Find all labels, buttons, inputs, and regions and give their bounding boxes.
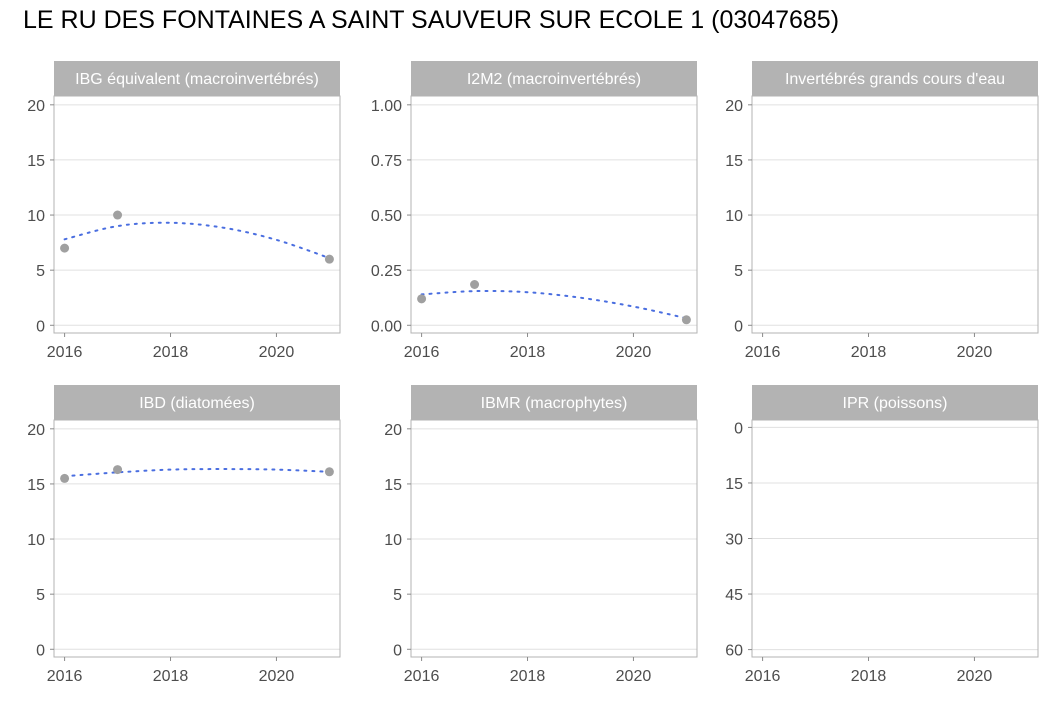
page-title: LE RU DES FONTAINES A SAINT SAUVEUR SUR … bbox=[23, 6, 840, 34]
x-tick-label: 2018 bbox=[851, 344, 887, 361]
y-tick-label: 0.50 bbox=[371, 208, 402, 225]
y-tick-label: 0.75 bbox=[371, 153, 402, 170]
y-tick-label: 20 bbox=[725, 98, 743, 115]
x-tick-label: 2016 bbox=[404, 344, 440, 361]
panel-title: Invertébrés grands cours d'eau bbox=[785, 71, 1005, 88]
y-tick-label: 0.25 bbox=[371, 263, 402, 280]
panel-strip bbox=[752, 61, 1038, 96]
x-tick-label: 2020 bbox=[259, 668, 295, 685]
panel-border bbox=[410, 95, 698, 334]
y-tick-label: 5 bbox=[734, 263, 743, 280]
y-tick-label: 15 bbox=[27, 477, 45, 494]
panel-title: IBD (diatomées) bbox=[139, 395, 255, 412]
panel-strip bbox=[54, 61, 340, 96]
panel-strip bbox=[411, 61, 697, 96]
x-tick-label: 2018 bbox=[510, 344, 546, 361]
y-tick-label: 20 bbox=[27, 98, 45, 115]
y-tick-label: 0 bbox=[734, 318, 743, 335]
panel-2: I2M2 (macroinvertébrés) 0.00 0.25 0.50 0.75 1… bbox=[371, 61, 698, 361]
data-point bbox=[324, 467, 334, 477]
panel-border bbox=[410, 419, 698, 658]
data-point bbox=[417, 294, 427, 304]
panel-1: IBG équivalent (macroinvertébrés) 0 5 10 15 2… bbox=[27, 61, 341, 361]
trend-line bbox=[63, 221, 331, 260]
x-tick-label: 2016 bbox=[745, 344, 781, 361]
y-tick-label: 0 bbox=[36, 642, 45, 659]
panel-strip bbox=[54, 385, 340, 420]
y-tick-label: 30 bbox=[725, 532, 743, 549]
y-tick-label: 10 bbox=[384, 532, 402, 549]
y-tick-label: 5 bbox=[36, 587, 45, 604]
y-tick-label: 5 bbox=[393, 587, 402, 604]
y-tick-label: 15 bbox=[27, 153, 45, 170]
data-point bbox=[113, 210, 123, 220]
x-tick-label: 2016 bbox=[47, 668, 83, 685]
panel-strip bbox=[752, 385, 1038, 420]
panel-strip bbox=[411, 385, 697, 420]
x-tick-label: 2020 bbox=[616, 668, 652, 685]
y-tick-label: 20 bbox=[27, 422, 45, 439]
y-tick-label: 15 bbox=[725, 476, 743, 493]
panel-4: IBD (diatomées) 0 5 10 15 20 2016 2018 2020 bbox=[27, 385, 341, 685]
y-tick-label: 0 bbox=[36, 318, 45, 335]
x-tick-label: 2020 bbox=[616, 344, 652, 361]
y-tick-label: 10 bbox=[27, 532, 45, 549]
panel-title: I2M2 (macroinvertébrés) bbox=[467, 71, 641, 88]
x-tick-label: 2020 bbox=[957, 668, 993, 685]
y-tick-label: 10 bbox=[27, 208, 45, 225]
y-tick-label: 15 bbox=[725, 153, 743, 170]
x-tick-label: 2018 bbox=[510, 668, 546, 685]
y-tick-label: 5 bbox=[36, 263, 45, 280]
panel-border bbox=[53, 95, 341, 334]
data-point bbox=[470, 279, 480, 289]
trend-line bbox=[63, 468, 331, 478]
data-point bbox=[681, 315, 691, 325]
trend-line bbox=[420, 289, 688, 320]
x-tick-label: 2020 bbox=[957, 344, 993, 361]
panel-title: IPR (poissons) bbox=[843, 395, 948, 412]
panel-title: IBMR (macrophytes) bbox=[481, 395, 628, 412]
y-tick-label: 0 bbox=[734, 420, 743, 437]
data-point bbox=[324, 254, 334, 264]
panel-5: IBMR (macrophytes) 0 5 10 15 20 2016 2018 2020 bbox=[384, 385, 698, 685]
x-tick-label: 2018 bbox=[153, 344, 189, 361]
y-tick-label: 10 bbox=[725, 208, 743, 225]
y-tick-label: 0 bbox=[393, 642, 402, 659]
panel-border bbox=[751, 95, 1039, 334]
y-tick-label: 45 bbox=[725, 587, 743, 604]
y-tick-label: 60 bbox=[725, 643, 743, 660]
x-tick-label: 2016 bbox=[404, 668, 440, 685]
x-tick-label: 2020 bbox=[259, 344, 295, 361]
x-tick-label: 2016 bbox=[745, 668, 781, 685]
x-tick-label: 2018 bbox=[153, 668, 189, 685]
panel-title: IBG équivalent (macroinvertébrés) bbox=[75, 71, 319, 88]
y-tick-label: 0.00 bbox=[371, 318, 402, 335]
y-tick-label: 15 bbox=[384, 477, 402, 494]
data-point bbox=[113, 465, 123, 475]
data-point bbox=[60, 473, 70, 483]
y-tick-label: 1.00 bbox=[371, 98, 402, 115]
y-tick-label: 20 bbox=[384, 422, 402, 439]
x-tick-label: 2016 bbox=[47, 344, 83, 361]
panel-border bbox=[53, 419, 341, 658]
panel-3: Invertébrés grands cours d'eau0510152020… bbox=[725, 61, 1039, 361]
x-tick-label: 2018 bbox=[851, 668, 887, 685]
data-point bbox=[60, 243, 70, 253]
